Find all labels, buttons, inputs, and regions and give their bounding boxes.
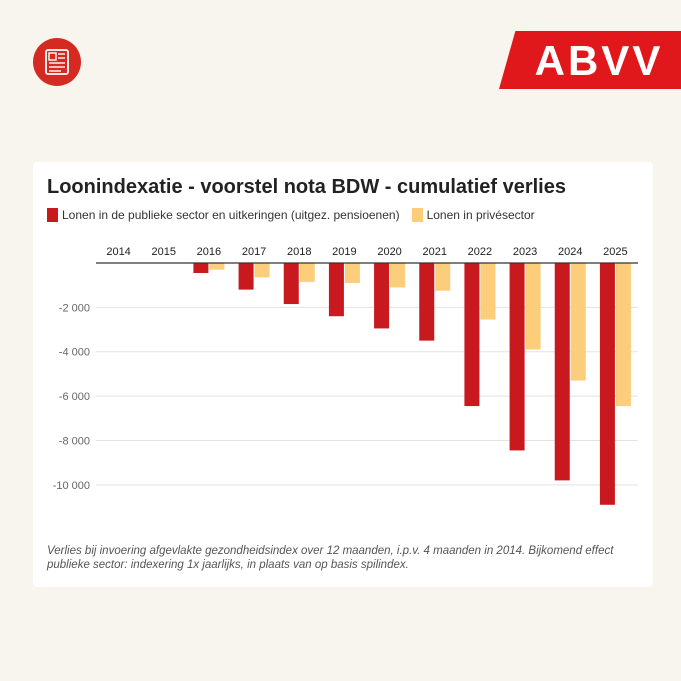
bar-public — [283, 263, 299, 305]
legend-item-private: Lonen in privésector — [411, 208, 535, 222]
chart-footnote: Verlies bij invoering afgevlakte gezondh… — [47, 545, 614, 571]
legend-label-public: Lonen in de publieke sector en uitkering… — [62, 208, 400, 222]
bar-public — [464, 263, 480, 407]
x-tick-label: 2023 — [513, 246, 537, 258]
bar-public — [599, 263, 615, 505]
bar-public — [554, 263, 570, 481]
bar-public — [193, 263, 209, 273]
x-tick-label: 2017 — [242, 246, 266, 258]
chart-legend: Lonen in de publieke sector en uitkering… — [47, 208, 547, 222]
y-tick-label: -6 000 — [59, 391, 90, 403]
bar-private — [299, 263, 315, 282]
x-tick-label: 2019 — [332, 246, 356, 258]
bar-private — [254, 263, 270, 278]
x-tick-label: 2018 — [287, 246, 311, 258]
y-tick-label: -10 000 — [53, 480, 90, 492]
bar-private — [525, 263, 541, 350]
bar-public — [374, 263, 390, 329]
x-tick-label: 2021 — [423, 246, 447, 258]
legend-item-public: Lonen in de publieke sector en uitkering… — [47, 208, 400, 222]
newspaper-icon — [33, 38, 81, 86]
bar-private — [615, 263, 631, 407]
bar-public — [238, 263, 254, 290]
chart-title: Loonindexatie - voorstel nota BDW - cumu… — [47, 176, 566, 198]
x-tick-label: 2020 — [377, 246, 401, 258]
bar-private — [480, 263, 496, 320]
bar-private — [570, 263, 586, 381]
x-tick-label: 2015 — [152, 246, 176, 258]
chart-card: Loonindexatie - voorstel nota BDW - cumu… — [33, 162, 653, 587]
x-tick-label: 2024 — [558, 246, 582, 258]
logo-text: ABVV — [534, 37, 664, 84]
bar-public — [419, 263, 435, 341]
legend-swatch-private — [411, 208, 423, 222]
bar-private — [390, 263, 406, 288]
legend-swatch-public — [47, 208, 58, 222]
y-tick-label: -8 000 — [59, 435, 90, 447]
bar-private — [435, 263, 451, 291]
bar-private — [209, 263, 225, 270]
x-tick-label: 2014 — [106, 246, 130, 258]
bar-public — [328, 263, 344, 317]
x-tick-label: 2016 — [197, 246, 221, 258]
x-tick-label: 2025 — [603, 246, 627, 258]
abvv-logo: ABVV — [499, 31, 681, 89]
bar-private — [344, 263, 360, 283]
bar-chart: -2 000 -4 000 -6 000 -8 000 -10 000 2014 2015 2… — [53, 246, 638, 505]
bar-public — [509, 263, 525, 451]
y-tick-label: -4 000 — [59, 347, 90, 359]
legend-label-private: Lonen in privésector — [426, 208, 535, 222]
x-tick-label: 2022 — [468, 246, 492, 258]
y-tick-label: -2 000 — [59, 302, 90, 314]
